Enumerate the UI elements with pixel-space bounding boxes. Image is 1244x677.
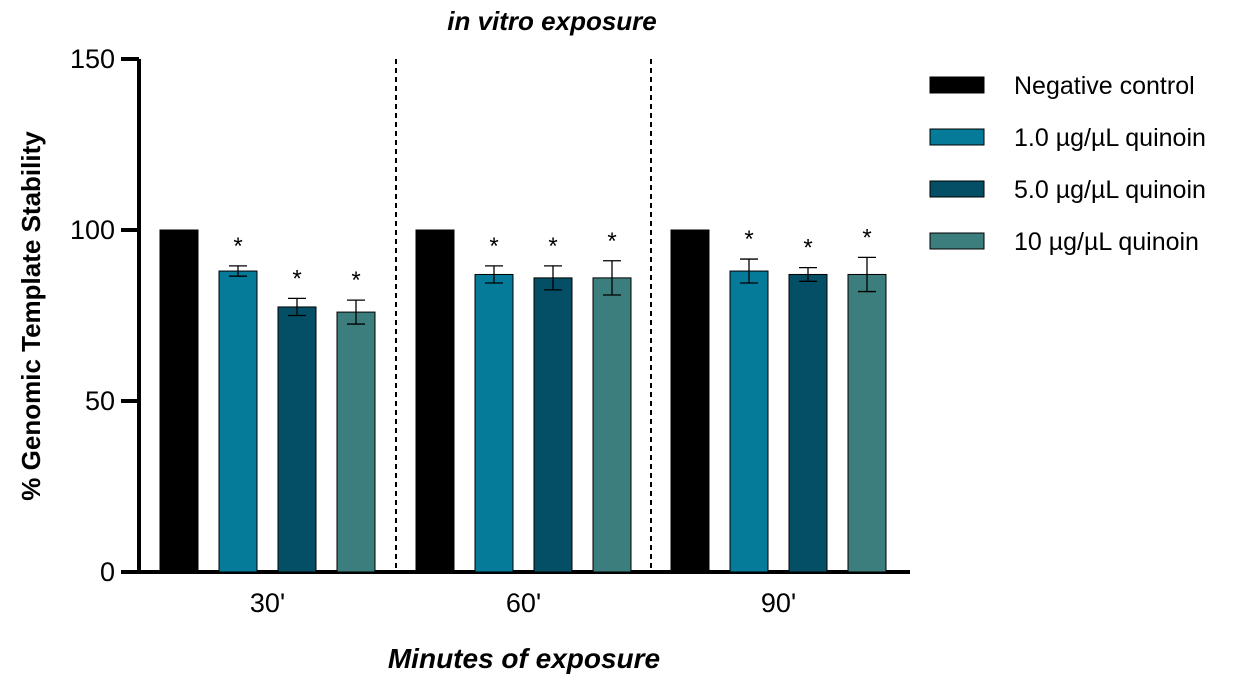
significance-marker: * (607, 228, 616, 255)
chart-title: in vitro exposure (447, 6, 657, 36)
y-tick-label: 50 (85, 386, 115, 416)
bar (159, 229, 199, 573)
legend-swatch (929, 180, 985, 198)
x-axis-label: Minutes of exposure (388, 643, 660, 674)
bar (729, 270, 769, 573)
y-axis-label: % Genomic Template Stability (16, 131, 46, 501)
significance-marker: * (862, 224, 871, 251)
significance-marker: * (548, 233, 557, 260)
bar (415, 229, 455, 573)
bar (592, 277, 632, 573)
bar (533, 277, 573, 573)
x-tick-label: 60' (506, 588, 541, 618)
bar (218, 270, 258, 573)
bar (336, 311, 376, 573)
significance-marker: * (489, 233, 498, 260)
significance-marker: * (803, 235, 812, 262)
x-tick-label: 30' (250, 588, 285, 618)
legend-label: 10 µg/µL quinoin (1014, 228, 1199, 256)
legend-label: 1.0 µg/µL quinoin (1014, 124, 1206, 152)
bar (670, 229, 710, 573)
legend-label: 5.0 µg/µL quinoin (1014, 176, 1206, 204)
significance-marker: * (351, 267, 360, 294)
legend-swatch (929, 232, 985, 250)
significance-marker: * (233, 233, 242, 260)
x-tick-label: 90' (761, 588, 796, 618)
bar (474, 273, 514, 573)
y-tick-label: 150 (70, 44, 115, 74)
significance-marker: * (292, 265, 301, 292)
significance-marker: * (744, 226, 753, 253)
bar (847, 273, 887, 573)
bar (788, 273, 828, 573)
legend-swatch (929, 76, 985, 94)
legend-swatch (929, 128, 985, 146)
bar (277, 306, 317, 573)
legend-label: Negative control (1014, 72, 1195, 100)
y-tick-label: 100 (70, 215, 115, 245)
y-tick-label: 0 (100, 557, 115, 587)
